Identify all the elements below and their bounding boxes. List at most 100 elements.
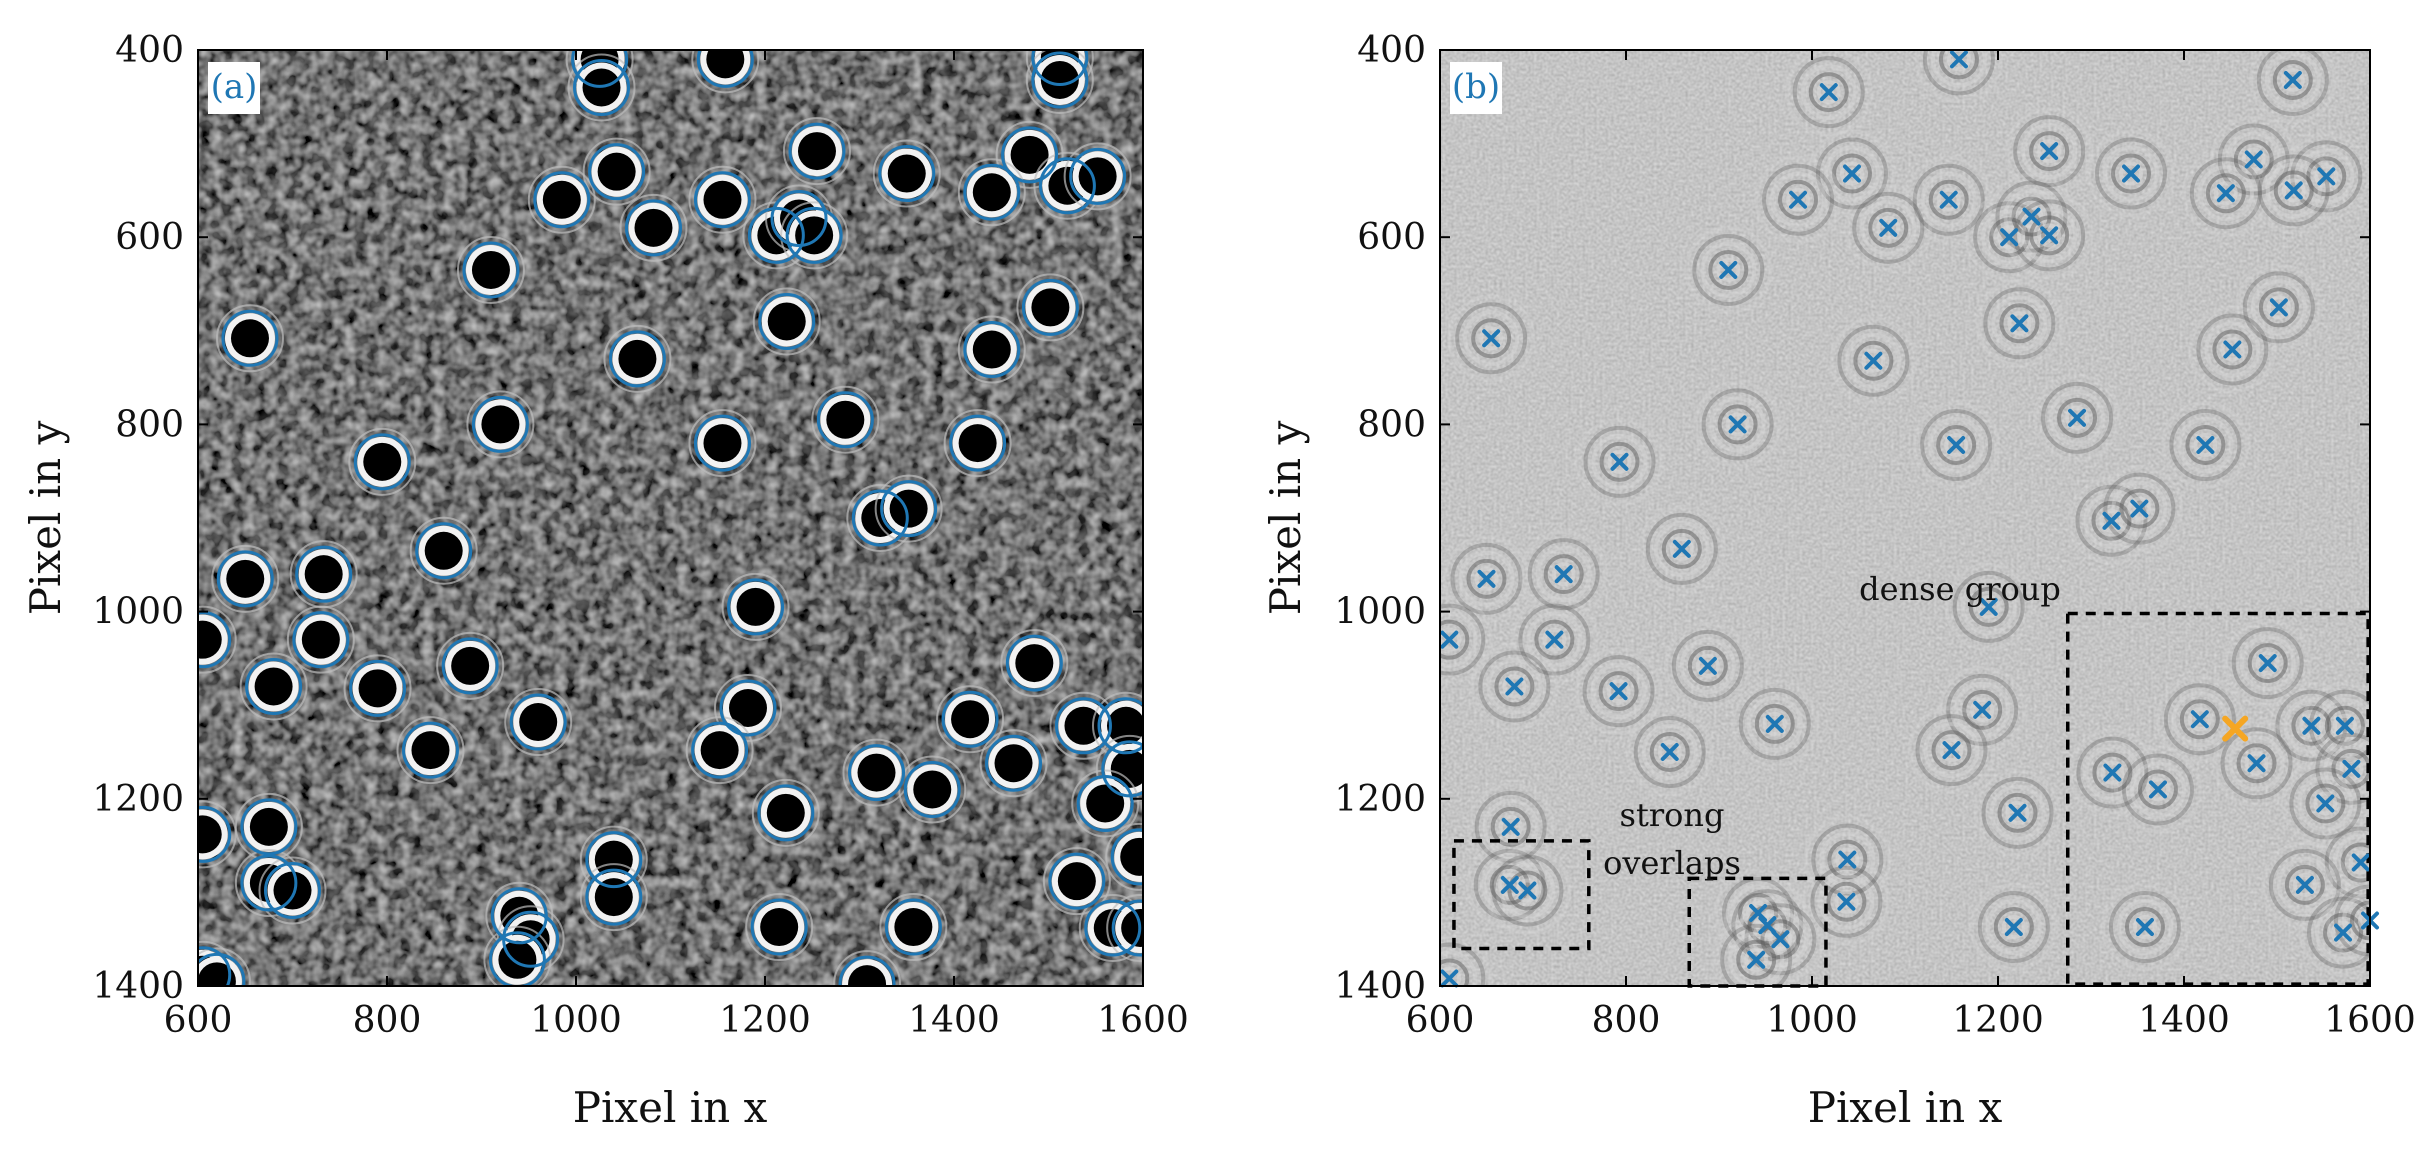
particle-fringe <box>215 304 284 373</box>
particle-fringes <box>1625 708 1714 796</box>
detection-marker <box>2302 716 2321 735</box>
particle-core <box>728 689 767 728</box>
region-box-3 <box>2066 611 2370 986</box>
detection-marker <box>2283 70 2302 89</box>
particle-fringe <box>466 390 535 459</box>
particle-fringe <box>567 53 636 122</box>
detection-marker <box>1545 630 1564 649</box>
detection-marker <box>1440 630 1459 649</box>
x-tick-label: 600 <box>164 1000 233 1041</box>
particle-core <box>848 965 887 986</box>
particle-fringes <box>2248 50 2337 124</box>
panel-b-detections <box>1440 50 2379 988</box>
particle-fringes <box>1907 706 1996 795</box>
detection-marker <box>2135 918 2154 937</box>
region-label-dense-group: dense group <box>1859 570 2061 608</box>
detection-circle <box>588 143 646 201</box>
y-tick-label: 600 <box>1357 217 1426 258</box>
detection-marker <box>2103 763 2122 782</box>
particle-core <box>198 620 222 659</box>
region-box-1 <box>1452 839 1591 951</box>
detection-marker <box>1440 969 1459 988</box>
particle-fringe <box>936 685 1005 754</box>
detection-marker <box>1819 83 1838 102</box>
detection-marker <box>2317 167 2336 186</box>
detection-circle <box>585 831 643 889</box>
particle-fringes <box>1802 857 1891 946</box>
detection-circle <box>608 330 666 388</box>
detection-marker <box>2121 164 2140 183</box>
detection-circle <box>693 171 751 229</box>
detection-marker <box>2148 780 2167 799</box>
detection-marker <box>1973 700 1992 719</box>
detection-marker <box>2216 184 2235 203</box>
particle-core <box>597 152 636 191</box>
panel-b-speckle <box>1440 50 2370 986</box>
particle-fringe <box>211 544 280 613</box>
detection-circle <box>1054 697 1112 755</box>
particle-fringes <box>2068 728 2157 817</box>
particle-fringe <box>979 729 1048 798</box>
particle-fringes <box>2223 619 2312 708</box>
particle-fringes <box>2316 818 2370 907</box>
detection-marker <box>1949 50 1968 69</box>
particle-fringes <box>1912 400 2001 489</box>
particle-core <box>411 731 450 770</box>
particle-fringe <box>1078 893 1143 962</box>
detection-circle <box>1076 774 1134 832</box>
particle-fringes <box>2326 876 2370 965</box>
particle-fringes <box>1663 621 1752 710</box>
y-tick-label: 600 <box>115 217 184 258</box>
panel-a-label: (a) <box>211 67 258 107</box>
detection-circle <box>903 760 961 818</box>
particle-fringes <box>1574 647 1663 736</box>
particle-fringe <box>1071 769 1140 838</box>
detection-marker <box>1609 682 1628 701</box>
particle-core <box>1010 135 1049 174</box>
particle-fringe <box>504 688 573 757</box>
particle-fringes <box>2234 263 2323 352</box>
particle-fringe <box>619 193 688 262</box>
x-tick-label: 1200 <box>719 1000 811 1041</box>
x-tick-label: 1600 <box>2324 1000 2416 1041</box>
particle-fringe <box>1025 50 1094 114</box>
particle-fringes <box>2249 146 2338 235</box>
detection-marker <box>1842 164 1861 183</box>
detection-marker <box>1979 597 1998 616</box>
particle-fringe <box>1106 893 1143 962</box>
detection-circle <box>216 550 274 608</box>
detection-circle <box>727 578 785 636</box>
particle-core <box>471 250 510 289</box>
y-tick-label: 1200 <box>1334 779 1426 820</box>
detection-circle <box>1111 899 1143 957</box>
particle-core <box>304 555 343 594</box>
particle-core <box>1120 837 1143 876</box>
detection-marker <box>1939 190 1958 209</box>
panel-a: 600 800 1000 1200 1400 1600 400 600 800 1000 1200 1… <box>21 30 1189 1132</box>
detection-marker <box>1719 260 1738 279</box>
particle-core <box>594 840 633 879</box>
detection-marker <box>2040 142 2059 161</box>
x-tick-label: 600 <box>1406 1000 1475 1041</box>
particle-core <box>363 442 402 481</box>
detection-circle <box>264 862 321 920</box>
detection-marker <box>1482 329 1501 348</box>
particle-fringe <box>688 165 757 234</box>
particle-core <box>424 531 463 570</box>
detection-marker <box>1747 950 1766 969</box>
particle-core <box>198 962 236 986</box>
detection-circle <box>1038 157 1096 215</box>
particle-core <box>700 731 739 770</box>
detection-marker <box>1947 435 1966 454</box>
particle-fringes <box>1519 530 1608 619</box>
particle-fringe <box>343 654 412 723</box>
panel-b-ylabel: Pixel in y <box>1261 420 1310 615</box>
particle-fringes <box>2260 840 2349 929</box>
particle-fringe <box>782 117 851 186</box>
detection-circle <box>295 545 353 603</box>
detection-marker <box>2000 228 2019 247</box>
detection-marker <box>2010 314 2029 333</box>
particle-fringes <box>1973 768 2062 857</box>
particle-fringes <box>2155 675 2244 764</box>
particle-core <box>542 180 581 219</box>
